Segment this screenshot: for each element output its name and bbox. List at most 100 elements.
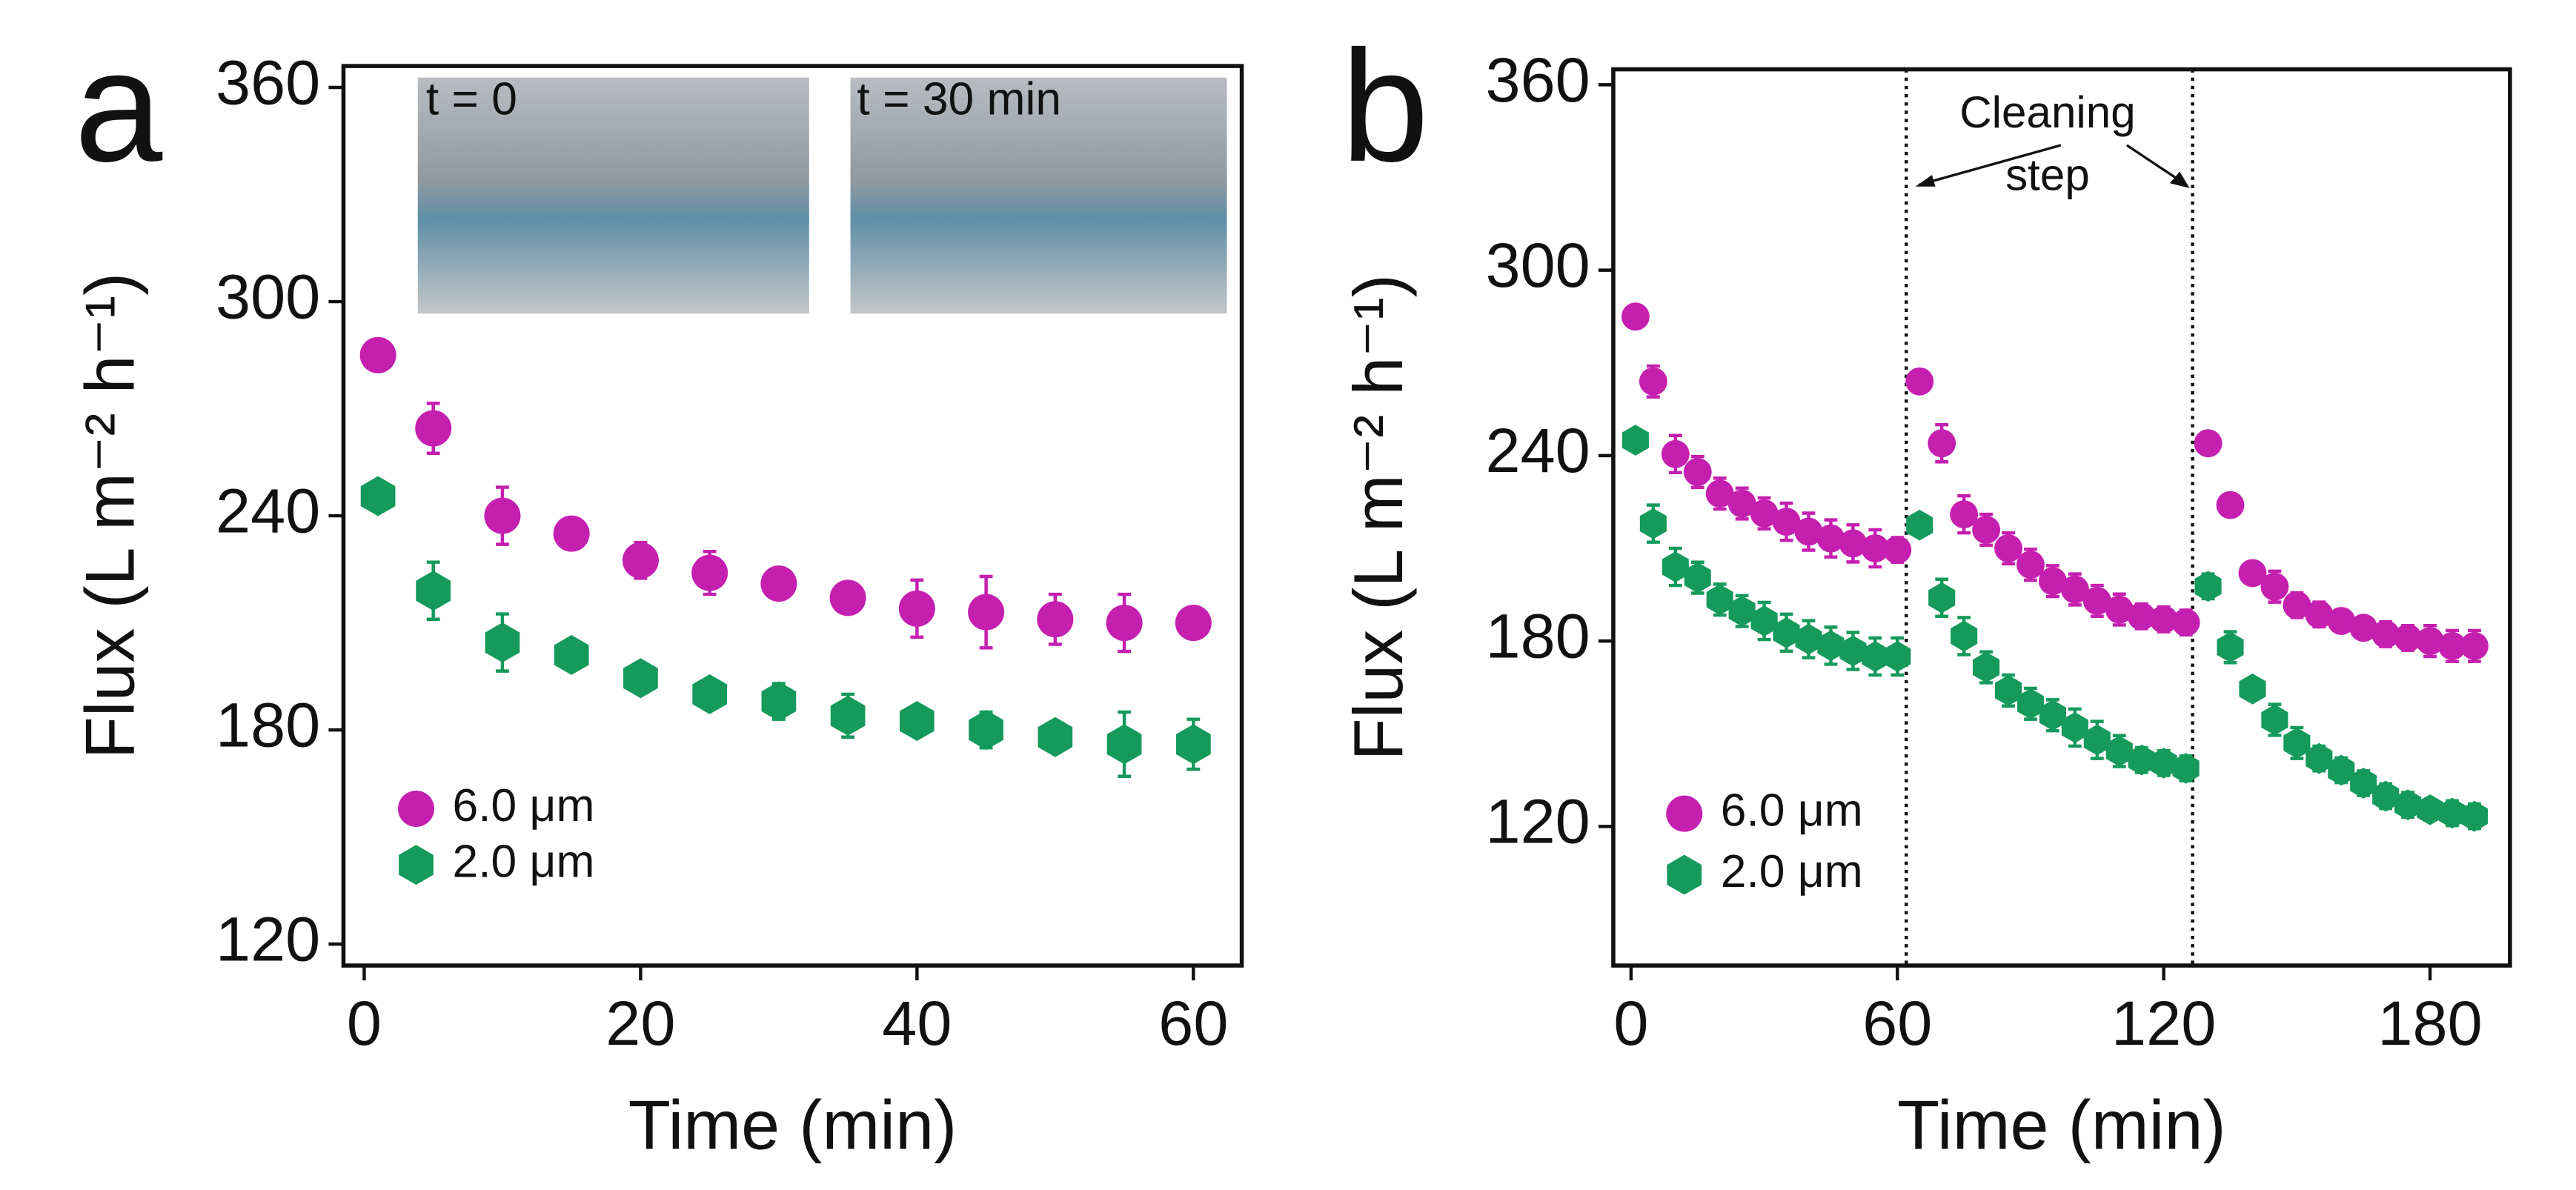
x-tick-label: 60	[1158, 988, 1228, 1058]
data-point	[2283, 727, 2311, 759]
y-axis-label: Flux (L m⁻² h⁻¹)	[1339, 274, 1417, 760]
legend-marker	[1667, 854, 1702, 895]
y-tick-label: 300	[1486, 230, 1590, 300]
data-point	[2039, 699, 2066, 731]
x-tick-label: 180	[2377, 988, 2482, 1058]
data-point	[1661, 439, 1690, 468]
legend-label: 2.0 μm	[453, 837, 595, 888]
data-point	[2038, 567, 2067, 596]
data-point	[554, 635, 589, 675]
data-point	[2239, 673, 2266, 705]
data-point	[1773, 617, 1800, 648]
data-point	[2194, 571, 2222, 602]
data-point	[2350, 768, 2377, 799]
panel-label: b	[1341, 18, 1429, 195]
data-point	[2194, 429, 2223, 458]
plot-frame	[1611, 67, 2512, 968]
data-point	[2394, 789, 2422, 821]
x-tick-label: 40	[882, 988, 952, 1058]
arrow-head	[1915, 175, 1936, 187]
data-point	[2083, 724, 2111, 756]
data-point	[2394, 624, 2423, 652]
data-point	[1037, 601, 1074, 638]
data-point	[830, 695, 866, 736]
data-point	[829, 579, 866, 616]
legend-label: 6.0 μm	[453, 780, 595, 831]
data-point	[2305, 600, 2334, 629]
data-point	[1994, 534, 2022, 562]
data-point	[1817, 630, 1845, 662]
y-tick-label: 360	[216, 47, 320, 117]
data-point	[2016, 688, 2045, 719]
data-point	[1706, 584, 1733, 616]
data-point	[1839, 635, 1867, 667]
legend-marker	[399, 845, 434, 885]
y-tick-label: 240	[216, 475, 320, 545]
data-point	[622, 542, 659, 579]
data-point	[1728, 595, 1756, 627]
data-point	[2105, 735, 2133, 767]
data-point	[900, 701, 935, 742]
data-point	[760, 565, 797, 602]
data-point	[761, 681, 797, 722]
data-point	[2283, 591, 2311, 619]
legend-label: 2.0 μm	[1721, 846, 1863, 897]
data-point	[2238, 559, 2267, 588]
data-point	[1175, 605, 1212, 642]
data-point	[1928, 582, 1956, 614]
data-point	[1905, 367, 1934, 396]
inset-photo	[417, 77, 809, 314]
y-tick-label: 240	[1486, 415, 1590, 485]
data-point	[2460, 631, 2489, 660]
data-point	[623, 658, 658, 699]
data-point	[1884, 641, 1911, 672]
inset-photo	[850, 77, 1227, 314]
data-point	[2417, 794, 2444, 825]
data-point	[2149, 605, 2178, 634]
data-point	[1639, 508, 1667, 539]
y-tick-label: 300	[216, 261, 320, 331]
data-point	[2128, 744, 2155, 776]
y-tick-label: 180	[216, 689, 320, 759]
legend-marker	[1666, 795, 1703, 832]
data-point	[1639, 367, 1667, 396]
data-point	[691, 554, 728, 591]
data-point	[1906, 509, 1933, 541]
data-point	[2216, 491, 2245, 519]
data-point	[2171, 608, 2200, 637]
data-point	[1727, 489, 1756, 518]
data-point	[2061, 712, 2088, 743]
data-point	[1794, 517, 1823, 546]
data-point	[2016, 551, 2045, 579]
data-point	[2261, 704, 2288, 736]
data-point	[968, 594, 1005, 631]
data-point	[1750, 499, 1779, 528]
data-point	[2306, 742, 2333, 774]
x-tick-label: 20	[605, 988, 675, 1058]
data-point	[2371, 620, 2400, 648]
data-point	[1795, 623, 1822, 655]
arrow-head	[2169, 171, 2190, 188]
y-tick-label: 360	[1486, 44, 1590, 115]
data-point	[1662, 551, 1689, 582]
data-point	[553, 515, 590, 552]
data-point	[360, 476, 396, 516]
data-point	[1038, 717, 1073, 757]
data-point	[1106, 724, 1142, 765]
x-tick-label: 120	[2111, 988, 2216, 1058]
data-point	[2349, 614, 2378, 642]
y-tick-label: 120	[1486, 786, 1590, 857]
data-point	[1861, 534, 1890, 562]
data-point	[1816, 524, 1845, 553]
panel-label: a	[74, 18, 162, 195]
data-point	[2127, 602, 2156, 631]
data-point	[2105, 595, 2134, 624]
x-axis-label: Time (min)	[628, 1086, 957, 1164]
data-point	[692, 674, 727, 714]
data-point	[1883, 536, 1912, 565]
data-point	[2217, 631, 2244, 663]
legend-label: 6.0 μm	[1721, 785, 1863, 837]
data-point	[2172, 753, 2200, 784]
data-point	[1995, 675, 2022, 706]
